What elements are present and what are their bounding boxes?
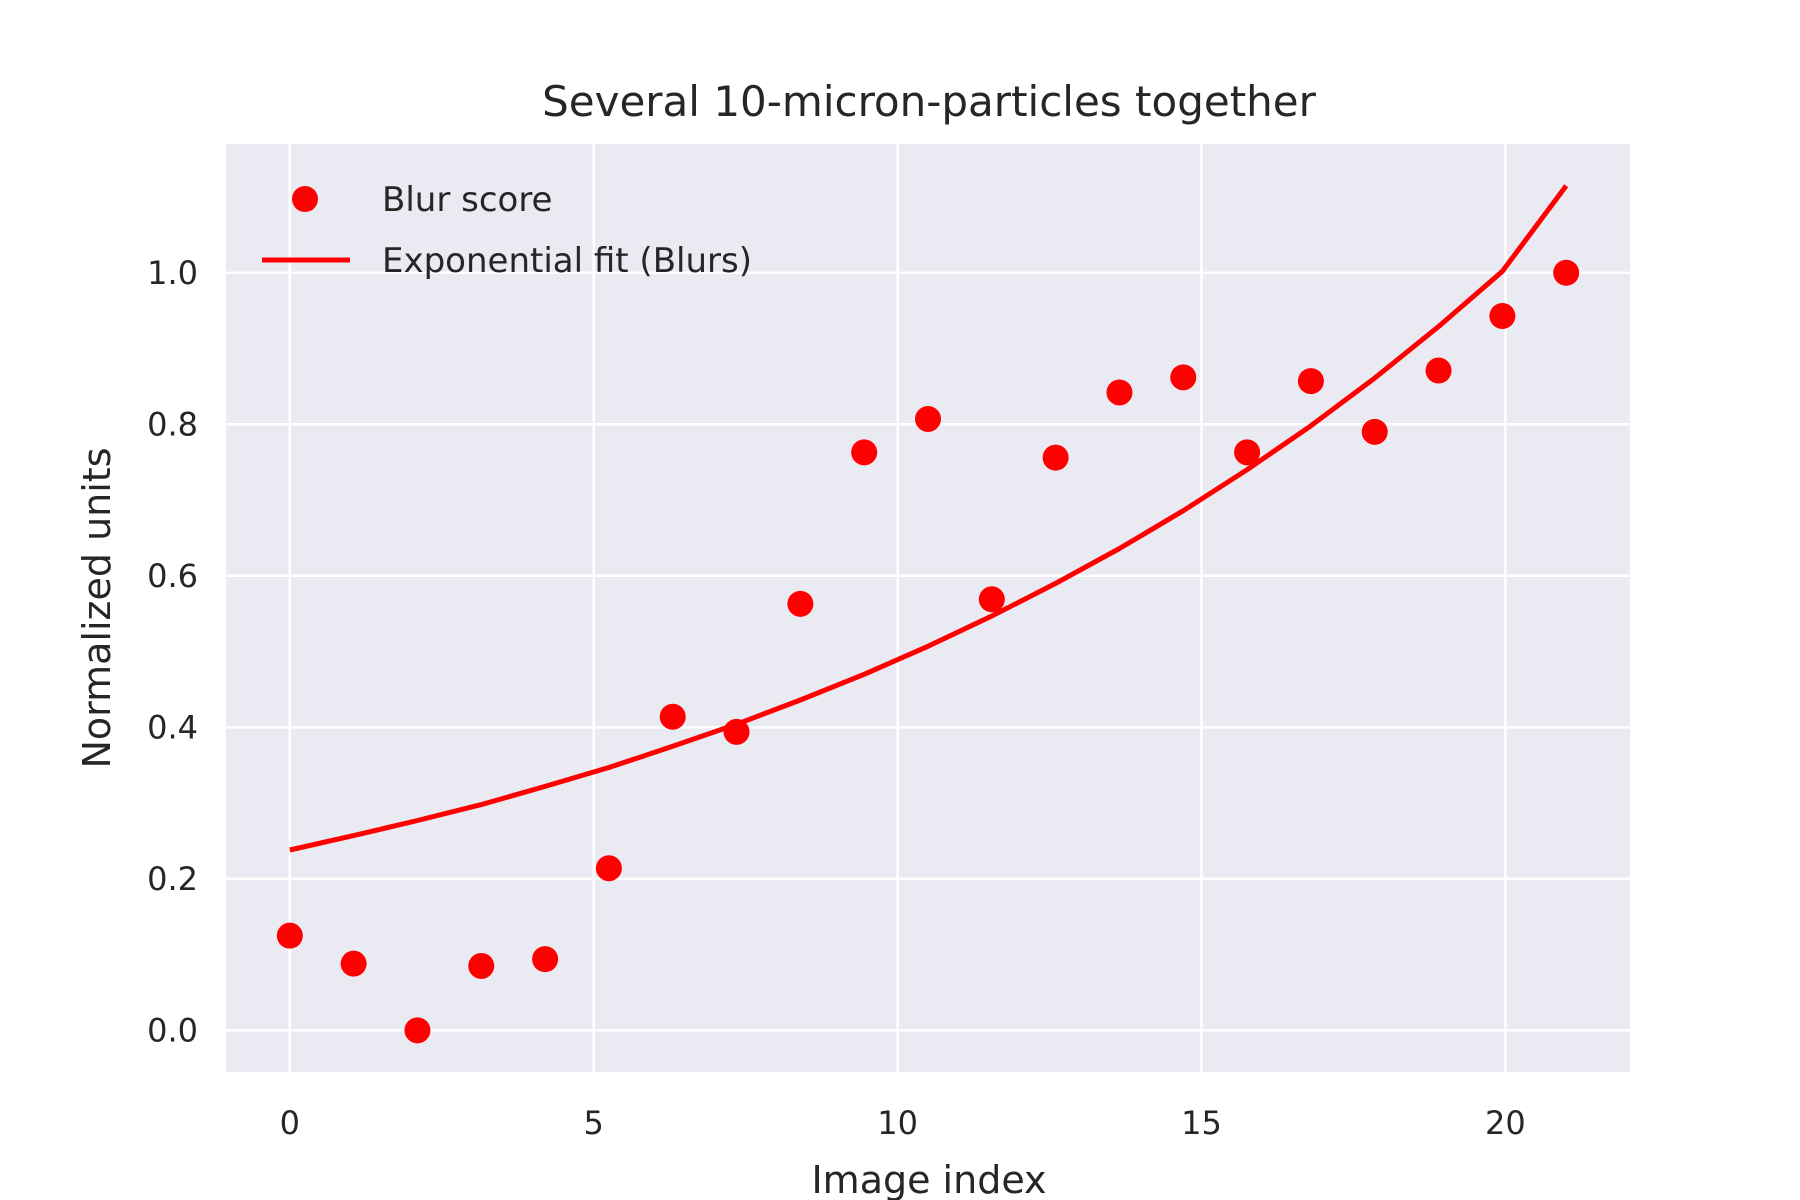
blur-score-point [659, 703, 686, 730]
fit-line-layer [289, 184, 1569, 853]
y-tick-label: 0.4 [147, 708, 198, 746]
y-tick-label: 0.0 [147, 1011, 198, 1049]
y-tick-label: 0.8 [147, 405, 198, 443]
grid [226, 144, 1630, 1072]
legend-label-exponential-fit: Exponential fit (Blurs) [382, 241, 752, 281]
x-tick-label: 20 [1485, 1104, 1526, 1142]
y-tick-label: 0.6 [147, 557, 198, 595]
blur-score-point [1042, 444, 1069, 471]
blur-score-point [595, 855, 622, 882]
blur-score-point [1489, 302, 1516, 329]
blur-score-point [723, 718, 750, 745]
blur-score-point [1425, 357, 1452, 384]
x-tick-label: 15 [1181, 1104, 1222, 1142]
exponential-fit-line [289, 184, 1569, 853]
chart-title: Several 10-micron-particles together [542, 77, 1317, 126]
blur-score-point [1106, 379, 1133, 406]
x-axis-label: Image index [811, 1158, 1046, 1200]
points-layer [276, 259, 1580, 1044]
blur-score-point [1553, 259, 1580, 286]
y-tick-label: 0.2 [147, 860, 198, 898]
legend-marker-blur-score [292, 186, 318, 212]
blur-score-point [1234, 439, 1261, 466]
blur-score-point [915, 405, 941, 432]
x-tick-label: 10 [877, 1104, 918, 1142]
blur-score-point [404, 1017, 431, 1044]
plot-background [226, 144, 1630, 1072]
legend: Blur score Exponential fit (Blurs) [262, 180, 752, 281]
y-axis-label: Normalized units [75, 448, 119, 769]
blur-score-point [340, 950, 367, 977]
blur-score-point [468, 952, 495, 979]
blur-score-point [1170, 364, 1197, 391]
x-tick-label: 0 [280, 1104, 300, 1142]
blur-score-point [851, 439, 878, 466]
blur-score-point [532, 946, 559, 973]
y-tick-labels: 0.0 0.2 0.4 0.6 0.8 1.0 [147, 254, 198, 1050]
x-tick-labels: 0 5 10 15 20 [280, 1104, 1526, 1142]
blur-score-point [978, 586, 1005, 613]
blur-score-point [1361, 418, 1388, 445]
blur-score-point [276, 922, 303, 949]
x-tick-label: 5 [584, 1104, 604, 1142]
y-tick-label: 1.0 [147, 254, 198, 292]
legend-label-blur-score: Blur score [382, 180, 552, 220]
blur-score-point [787, 590, 814, 617]
blur-score-point [1297, 368, 1324, 395]
